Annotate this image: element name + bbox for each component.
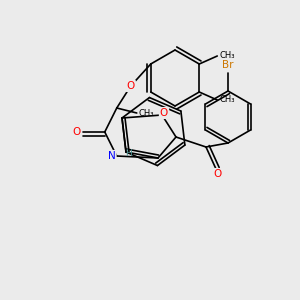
Text: CH₃: CH₃ bbox=[219, 95, 235, 104]
Text: O: O bbox=[127, 81, 135, 91]
Text: O: O bbox=[73, 127, 81, 137]
Text: O: O bbox=[214, 169, 222, 179]
Text: O: O bbox=[160, 108, 168, 118]
Text: CH₃: CH₃ bbox=[219, 52, 235, 61]
Text: CH₃: CH₃ bbox=[139, 109, 154, 118]
Text: Br: Br bbox=[222, 60, 234, 70]
Text: N: N bbox=[108, 151, 116, 161]
Text: H: H bbox=[125, 148, 131, 158]
